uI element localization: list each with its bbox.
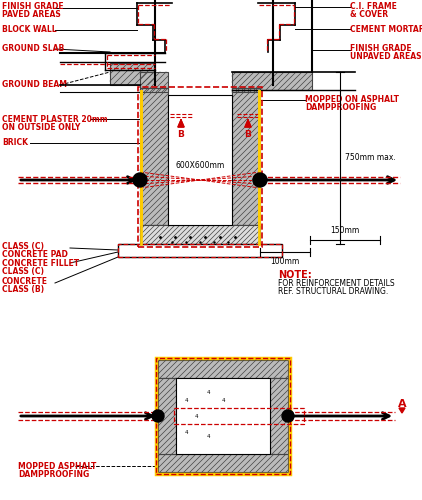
Text: 4: 4 xyxy=(184,398,188,402)
Polygon shape xyxy=(118,244,282,257)
Text: 600X600mm: 600X600mm xyxy=(176,160,225,170)
Text: A: A xyxy=(398,399,406,409)
Polygon shape xyxy=(140,225,260,245)
Text: C.I. FRAME: C.I. FRAME xyxy=(350,2,397,11)
Text: CEMENT PLASTER 20mm: CEMENT PLASTER 20mm xyxy=(2,115,108,124)
Text: MOPPED ON ASPHALT: MOPPED ON ASPHALT xyxy=(305,95,399,104)
Circle shape xyxy=(133,173,147,187)
Text: FOR REINFORCEMENT DETAILS: FOR REINFORCEMENT DETAILS xyxy=(278,279,395,288)
Text: GROUND SLAB: GROUND SLAB xyxy=(2,44,64,53)
Text: PAVED AREAS: PAVED AREAS xyxy=(2,10,61,19)
Text: CLASS (C): CLASS (C) xyxy=(2,267,44,276)
Text: CONCRETE FILLET: CONCRETE FILLET xyxy=(2,259,79,268)
Text: ON OUTSIDE ONLY: ON OUTSIDE ONLY xyxy=(2,123,80,132)
Text: FINISH GRADE: FINISH GRADE xyxy=(350,44,411,53)
Text: 150mm: 150mm xyxy=(330,226,360,235)
Text: CEMENT MORTAR: CEMENT MORTAR xyxy=(350,25,422,34)
Polygon shape xyxy=(232,88,260,92)
Polygon shape xyxy=(178,120,184,127)
Polygon shape xyxy=(399,408,405,413)
Text: UNPAVED AREAS: UNPAVED AREAS xyxy=(350,52,422,61)
Text: NOTE:: NOTE: xyxy=(278,270,312,280)
Text: 4: 4 xyxy=(221,398,225,402)
Circle shape xyxy=(253,173,267,187)
Text: & COVER: & COVER xyxy=(350,10,388,19)
Circle shape xyxy=(282,410,294,422)
Polygon shape xyxy=(158,360,288,378)
Text: CLASS (B): CLASS (B) xyxy=(2,285,44,294)
Polygon shape xyxy=(168,95,232,225)
Polygon shape xyxy=(140,88,168,92)
Polygon shape xyxy=(140,90,142,245)
Polygon shape xyxy=(258,90,260,225)
Text: 4: 4 xyxy=(206,434,210,440)
Polygon shape xyxy=(176,378,270,454)
Polygon shape xyxy=(140,72,168,90)
Text: B: B xyxy=(178,130,184,139)
Text: 4: 4 xyxy=(206,390,210,394)
Text: REF. STRUCTURAL DRAWING.: REF. STRUCTURAL DRAWING. xyxy=(278,287,388,296)
Text: Adobe Stock | #1240531453: Adobe Stock | #1240531453 xyxy=(5,200,11,300)
Polygon shape xyxy=(245,120,251,127)
Polygon shape xyxy=(158,378,176,454)
Text: 750mm max.: 750mm max. xyxy=(345,154,396,162)
Text: MOPPED ASPHALT: MOPPED ASPHALT xyxy=(18,462,96,471)
Text: CONCRETE: CONCRETE xyxy=(2,277,48,286)
Polygon shape xyxy=(140,90,142,225)
Polygon shape xyxy=(158,454,288,472)
Text: CONCRETE PAD: CONCRETE PAD xyxy=(2,250,68,259)
Polygon shape xyxy=(232,72,312,90)
Polygon shape xyxy=(140,90,168,225)
Text: 4: 4 xyxy=(194,414,198,420)
Polygon shape xyxy=(110,63,155,85)
Text: DAMPPROOFING: DAMPPROOFING xyxy=(305,103,376,112)
Text: CLASS (C): CLASS (C) xyxy=(2,242,44,251)
Text: 4: 4 xyxy=(184,430,188,434)
Polygon shape xyxy=(258,90,260,245)
Text: DAMPPROOFING: DAMPPROOFING xyxy=(18,470,89,479)
Polygon shape xyxy=(232,90,260,225)
Text: GROUND BEAM: GROUND BEAM xyxy=(2,80,67,89)
Text: 100mm: 100mm xyxy=(271,257,300,266)
Polygon shape xyxy=(270,378,288,454)
Text: B: B xyxy=(245,130,252,139)
Text: BLOCK WALL: BLOCK WALL xyxy=(2,25,57,34)
Text: BRICK: BRICK xyxy=(2,138,28,147)
Text: FINISH GRADE: FINISH GRADE xyxy=(2,2,64,11)
Circle shape xyxy=(152,410,164,422)
